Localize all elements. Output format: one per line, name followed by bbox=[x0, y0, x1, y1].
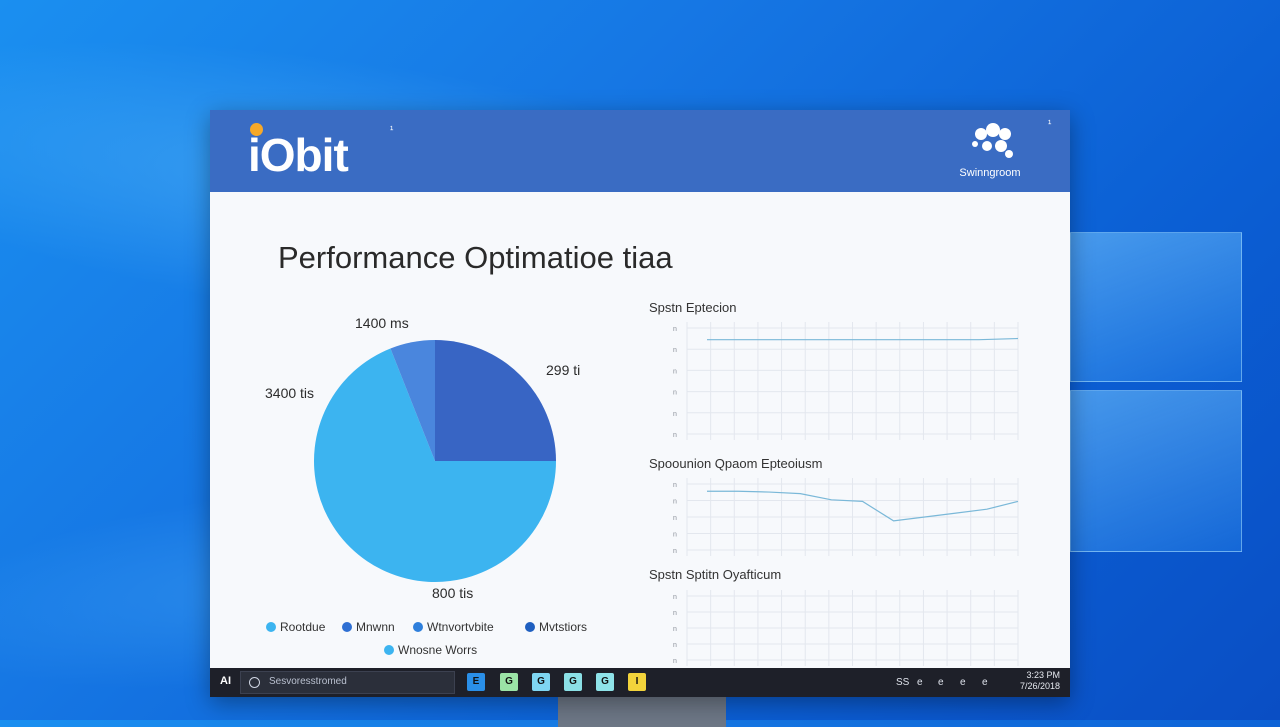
taskbar-app-4[interactable]: G bbox=[564, 673, 582, 691]
pie-slice bbox=[435, 340, 556, 461]
y-tick-label: n bbox=[673, 482, 677, 489]
taskbar-app-5[interactable]: G bbox=[596, 673, 614, 691]
logo-dot-icon bbox=[250, 123, 263, 136]
y-tick-label: n bbox=[673, 594, 677, 601]
graph-title-3: Spstn Sptitn Oyafticum bbox=[649, 567, 782, 582]
system-graph-1: n n n n n n bbox=[673, 322, 1019, 440]
logo-superscript: ¹ bbox=[390, 125, 394, 136]
search-placeholder: Sesvoresstromed bbox=[269, 676, 347, 687]
y-tick-label: n bbox=[673, 658, 677, 665]
legend-label: Mnwnn bbox=[356, 620, 395, 634]
y-tick-label: n bbox=[673, 411, 677, 418]
taskbar-app-label: G bbox=[537, 676, 545, 687]
y-tick-label: n bbox=[673, 326, 677, 333]
taskbar-app-label: G bbox=[505, 676, 513, 687]
legend-label: Wnosne Worrs bbox=[398, 643, 478, 657]
legend-label: Rootdue bbox=[280, 620, 326, 634]
taskbar-app-2[interactable]: G bbox=[500, 673, 518, 691]
pie-slice bbox=[390, 340, 435, 461]
graph-title-1: Spstn Eptecion bbox=[649, 300, 737, 315]
tray-icon[interactable]: e bbox=[917, 677, 923, 688]
main-content: Performance Optimatioe tiaa 1400 ms 299 … bbox=[210, 192, 1070, 668]
y-tick-label: n bbox=[673, 642, 677, 649]
search-icon bbox=[249, 677, 260, 688]
clock-time: 3:23 PM bbox=[1026, 670, 1060, 680]
header-mark: ¹ bbox=[1048, 119, 1052, 130]
windows-logo bbox=[1070, 232, 1242, 552]
taskbar-search-input[interactable]: Sesvoresstromed bbox=[240, 671, 455, 694]
y-tick-label: n bbox=[673, 499, 677, 506]
legend-label: Wtnvortvbite bbox=[427, 620, 494, 634]
y-tick-label: n bbox=[673, 548, 677, 555]
app-logo: iObit bbox=[248, 129, 349, 181]
legend-swatch bbox=[525, 622, 535, 632]
y-tick-label: n bbox=[673, 347, 677, 354]
y-tick-label: n bbox=[673, 368, 677, 375]
taskbar-clock[interactable]: 3:23 PM 7/26/2018 bbox=[1016, 670, 1060, 692]
legend-label: Mvtstiors bbox=[539, 620, 587, 634]
monitor-stand bbox=[558, 697, 726, 727]
legend-swatch bbox=[266, 622, 276, 632]
pie-label-left: 3400 tis bbox=[265, 385, 315, 401]
app-window: iObit ¹ Swinngroom ¹ Performance Optimat… bbox=[210, 110, 1070, 697]
system-graph-2: n n n n n bbox=[673, 478, 1019, 556]
y-tick-label: n bbox=[673, 610, 677, 617]
taskbar-app-label: E bbox=[472, 676, 480, 687]
legend-item: Wnosne Worrs bbox=[384, 643, 477, 657]
clock-date: 7/26/2018 bbox=[1019, 681, 1060, 691]
legend-swatch bbox=[342, 622, 352, 632]
y-tick-label: n bbox=[673, 432, 677, 439]
pie-label-top: 1400 ms bbox=[355, 315, 409, 331]
taskbar-app-label: G bbox=[601, 676, 609, 687]
y-tick-label: n bbox=[673, 515, 677, 522]
y-tick-label: n bbox=[673, 532, 677, 539]
pie-label-right: 299 ti bbox=[546, 362, 581, 378]
app-header: iObit ¹ Swinngroom ¹ bbox=[210, 110, 1070, 192]
taskbar-app-6[interactable]: I bbox=[628, 673, 646, 691]
y-tick-label: n bbox=[673, 626, 677, 633]
pie-chart bbox=[313, 340, 556, 582]
tray-icon[interactable]: SS bbox=[896, 677, 910, 688]
legend-swatch bbox=[413, 622, 423, 632]
legend-item: Rootdue bbox=[266, 620, 325, 634]
brand-icon bbox=[972, 123, 1013, 158]
legend-swatch bbox=[384, 645, 394, 655]
brand-text: Swinngroom bbox=[959, 167, 1021, 179]
legend-item: Mnwnn bbox=[342, 620, 395, 634]
start-button[interactable]: AI bbox=[220, 675, 231, 687]
tray-icon[interactable]: e bbox=[982, 677, 988, 688]
tray-icon[interactable]: e bbox=[938, 677, 944, 688]
taskbar-app-label: I bbox=[635, 676, 639, 687]
pie-slice bbox=[313, 348, 556, 582]
tray-icon[interactable]: e bbox=[960, 677, 966, 688]
page-title: Performance Optimatioe tiaa bbox=[278, 240, 673, 275]
pie-label-bottom: 800 tis bbox=[432, 585, 474, 601]
series-line bbox=[707, 337, 1019, 341]
system-graph-3: n n n n n bbox=[673, 590, 1019, 666]
graph-title-2: Spoounion Qpaom Epteoiusm bbox=[649, 456, 823, 471]
taskbar-app-edge[interactable]: E bbox=[467, 673, 485, 691]
y-tick-label: n bbox=[673, 390, 677, 397]
series-line bbox=[707, 490, 1019, 522]
taskbar: AI Sesvoresstromed E G G G G I SS e e e … bbox=[210, 668, 1070, 697]
windows-logo-pane-bottom bbox=[1070, 390, 1242, 552]
taskbar-app-3[interactable]: G bbox=[532, 673, 550, 691]
legend-item: Wtnvortvbite bbox=[413, 620, 494, 634]
taskbar-app-label: G bbox=[569, 676, 577, 687]
legend-item: Mvtstiors bbox=[525, 620, 587, 634]
windows-logo-pane-top bbox=[1070, 232, 1242, 382]
